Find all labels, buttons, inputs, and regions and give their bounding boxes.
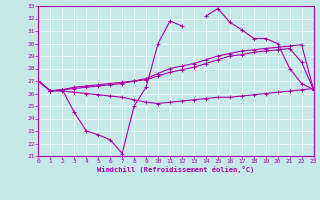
X-axis label: Windchill (Refroidissement éolien,°C): Windchill (Refroidissement éolien,°C) bbox=[97, 166, 255, 173]
